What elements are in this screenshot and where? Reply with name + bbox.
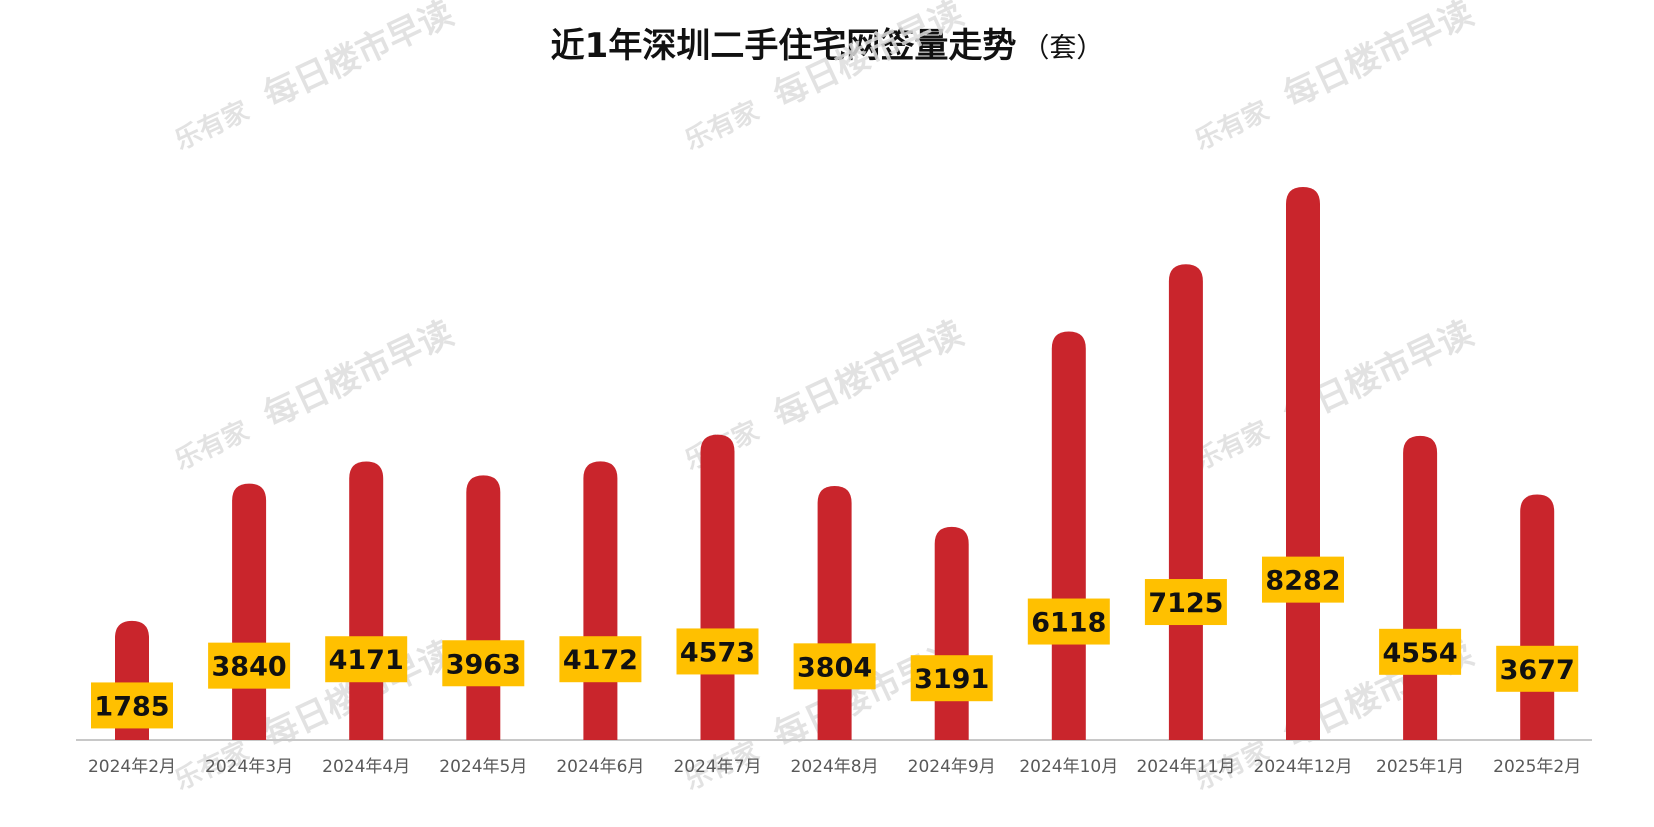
data-label-box [442, 640, 525, 687]
x-tick-label: 2024年10月 [1019, 757, 1118, 777]
bar [583, 461, 618, 740]
data-label: 3804 [797, 652, 872, 683]
data-label: 3963 [446, 649, 521, 680]
data-label-box [676, 628, 759, 675]
data-label-box [793, 643, 876, 690]
data-label-box [1262, 556, 1344, 603]
data-label-box [1496, 645, 1579, 692]
data-label-box [1144, 579, 1227, 626]
watermark-brand: 乐有家 [680, 95, 764, 156]
x-tick-label: 2024年2月 [88, 757, 176, 777]
data-label: 4573 [680, 637, 755, 668]
data-labels-group: 1785 3840 4171 3963 4172 4573 3804 3191 6118 7125… [91, 556, 1579, 729]
x-tick-label: 2024年12月 [1254, 757, 1353, 777]
data-label: 6118 [1031, 608, 1106, 639]
bar [817, 486, 852, 740]
bar [232, 483, 267, 740]
watermark-brand: 乐有家 [170, 95, 254, 156]
data-label: 3840 [212, 652, 287, 683]
x-tick-label: 2024年6月 [556, 757, 644, 777]
chart-title: 近1年深圳二手住宅网签量走势 [550, 26, 1017, 66]
data-label-box [1027, 598, 1110, 645]
watermark-text: 每日楼市早读 [1278, 0, 1480, 116]
watermark-brand: 乐有家 [170, 415, 254, 476]
chart-title-wrap: 近1年深圳二手住宅网签量走势 （套） [0, 18, 1654, 67]
x-tick-label: 2024年4月 [322, 757, 410, 777]
x-tick-label: 2024年7月 [673, 757, 761, 777]
x-tick-label: 2024年3月 [205, 757, 293, 777]
data-label: 4172 [563, 645, 638, 676]
watermark-text: 每日楼市早读 [258, 0, 460, 116]
x-tick-label: 2025年2月 [1493, 757, 1581, 777]
watermark-text: 每日楼市早读 [258, 313, 460, 435]
watermark-text: 每日楼市早读 [768, 0, 970, 116]
data-label: 4171 [329, 645, 404, 676]
data-label: 3677 [1500, 655, 1575, 686]
x-tick-label: 2024年9月 [908, 757, 996, 777]
data-label: 4554 [1383, 638, 1458, 669]
data-label: 7125 [1148, 588, 1223, 619]
bar [1520, 494, 1555, 740]
data-label-box [910, 655, 993, 702]
bar [1168, 264, 1203, 740]
data-label-box [208, 642, 291, 689]
bar [349, 461, 384, 740]
data-label-box [1379, 628, 1462, 675]
watermark-brand: 乐有家 [1190, 95, 1274, 156]
data-label-box [325, 636, 408, 683]
data-label-box [91, 682, 173, 729]
data-label: 8282 [1265, 566, 1340, 597]
bar [934, 526, 969, 740]
data-label: 3191 [914, 664, 989, 695]
bar [1286, 187, 1320, 740]
x-tick-label: 2025年1月 [1376, 757, 1464, 777]
x-tick-label: 2024年11月 [1136, 757, 1235, 777]
data-label-box [559, 636, 642, 683]
bar [1051, 331, 1086, 740]
chart-unit: （套） [1022, 33, 1104, 64]
bar [700, 434, 735, 740]
x-tick-label: 2024年5月 [439, 757, 527, 777]
tick-labels-group: 2024年2月 2024年3月 2024年4月 2024年5月 2024年6月 2024年… [88, 757, 1581, 777]
watermark-text: 每日楼市早读 [768, 313, 970, 435]
bar [1403, 435, 1438, 740]
bar [466, 475, 501, 740]
data-label: 1785 [94, 691, 169, 722]
x-tick-label: 2024年8月 [791, 757, 879, 777]
